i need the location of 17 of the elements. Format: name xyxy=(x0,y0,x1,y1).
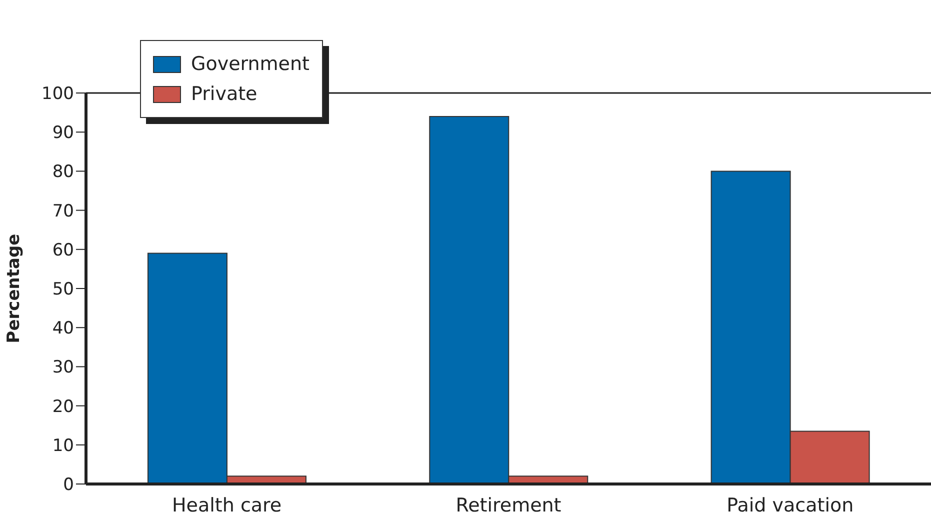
legend-label: Government xyxy=(191,53,310,75)
y-tick-label: 90 xyxy=(52,123,74,144)
y-tick-label: 60 xyxy=(52,240,74,260)
y-tick-label: 80 xyxy=(52,162,74,182)
y-tick-label: 100 xyxy=(42,84,74,104)
y-tick-label: 50 xyxy=(52,280,74,300)
y-axis-title: Percentage xyxy=(4,234,24,344)
x-tick-label: Health care xyxy=(172,494,282,516)
y-tick-label: 40 xyxy=(52,318,74,339)
y-tick-label: 0 xyxy=(63,475,74,496)
y-tick-label: 30 xyxy=(52,358,74,378)
y-tick-label: 10 xyxy=(52,436,74,456)
y-tick-label: 20 xyxy=(52,396,74,417)
x-tick-label: Paid vacation xyxy=(726,494,854,516)
legend-label: Private xyxy=(191,83,258,105)
x-tick-label: Retirement xyxy=(456,494,562,516)
y-tick-label: 70 xyxy=(52,201,74,222)
